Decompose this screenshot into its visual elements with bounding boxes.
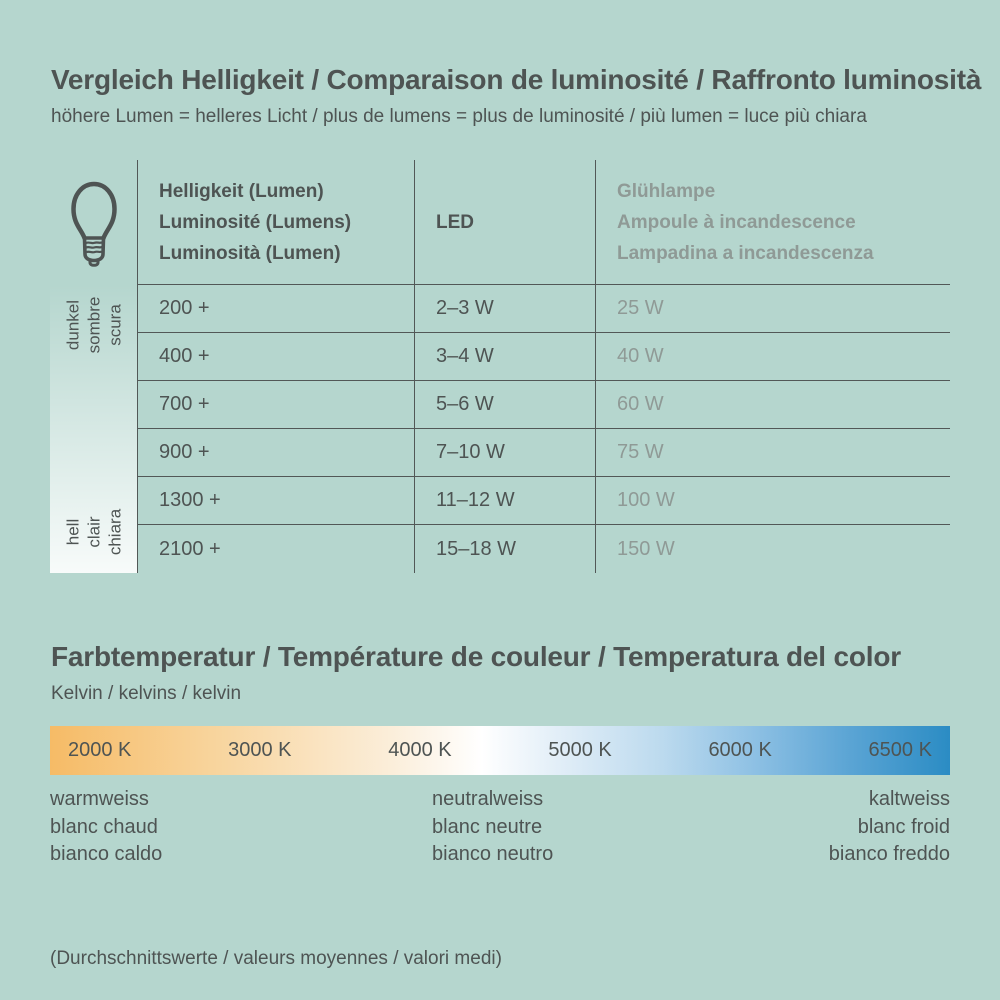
average-values-note: (Durchschnittswerte / valeurs moyennes /… (50, 948, 502, 969)
warm-white-it: bianco caldo (50, 843, 163, 865)
scale-label-dark: dunkel sombre scura (62, 297, 125, 354)
brightness-table: Helligkeit (Lumen) Luminosité (Lumens) L… (50, 160, 950, 573)
label-group-neutral-white: neutralweiss blanc neutre bianco neutro (432, 786, 553, 869)
kelvin-tick: 4000 K (388, 739, 452, 761)
table-cell-incandescent: 75 W (595, 429, 950, 477)
table-cell-led: 2–3 W (414, 285, 595, 333)
column-header-incandescent-it: Lampadina a incandescenza (617, 242, 874, 264)
warm-white-fr: blanc chaud (50, 815, 158, 838)
warm-white-de: warmweiss (50, 788, 149, 810)
kelvin-tick: 6000 K (708, 739, 772, 761)
brightness-section-title: Vergleich Helligkeit / Comparaison de lu… (51, 64, 982, 95)
cold-white-de: kaltweiss (868, 788, 950, 810)
column-header-incandescent: Glühlampe Ampoule à incandescence Lampad… (595, 160, 950, 285)
table-cell-lumen: 900 + (137, 429, 414, 477)
temperature-section-title: Farbtemperatur / Température de couleur … (51, 641, 901, 672)
table-cell-incandescent: 25 W (595, 285, 950, 333)
kelvin-tick: 2000 K (68, 739, 132, 761)
cold-white-it: bianco freddo (828, 843, 950, 865)
label-group-cold-white: kaltweiss blanc froid bianco freddo (829, 786, 950, 869)
table-cell-led: 5–6 W (414, 381, 595, 429)
scale-label-bright-de: hell (63, 518, 82, 546)
neutral-white-de: neutralweiss (432, 788, 544, 810)
table-cell-led: 3–4 W (414, 333, 595, 381)
dark-to-bright-scale-strip: dunkel sombre scura hell clair chiara (50, 285, 137, 573)
kelvin-tick: 3000 K (228, 739, 292, 761)
kelvin-tick: 5000 K (548, 739, 612, 761)
column-header-lumen-fr: Luminosité (Lumens) (159, 211, 352, 233)
column-header-led-label: LED (436, 211, 474, 233)
kelvin-scale-bar: 2000 K 3000 K 4000 K 5000 K 6000 K 6500 … (50, 726, 950, 775)
cold-white-fr: blanc froid (857, 815, 950, 838)
table-cell-lumen: 400 + (137, 333, 414, 381)
table-cell-lumen: 1300 + (137, 477, 414, 525)
table-cell-incandescent: 100 W (595, 477, 950, 525)
light-bulb-icon (70, 181, 117, 267)
neutral-white-fr: blanc neutre (432, 815, 543, 838)
column-header-led: LED (414, 160, 595, 285)
table-header-bulb-cell (50, 160, 137, 285)
column-header-lumen: Helligkeit (Lumen) Luminosité (Lumens) L… (137, 160, 414, 285)
kelvin-tick: 6500 K (868, 739, 932, 761)
scale-label-dark-fr: sombre (84, 296, 103, 354)
column-header-incandescent-fr: Ampoule à incandescence (617, 211, 856, 233)
temperature-section-subtitle: Kelvin / kelvins / kelvin (51, 683, 242, 704)
column-header-lumen-it: Luminosità (Lumen) (159, 242, 341, 264)
brightness-section-subtitle: höhere Lumen = helleres Licht / plus de … (51, 106, 867, 127)
neutral-white-it: bianco neutro (432, 843, 554, 865)
table-cell-led: 11–12 W (414, 477, 595, 525)
scale-label-bright-fr: clair (84, 516, 103, 548)
table-cell-led: 15–18 W (414, 525, 595, 573)
temperature-labels: warmweiss blanc chaud bianco caldo neutr… (50, 786, 950, 872)
label-group-warm-white: warmweiss blanc chaud bianco caldo (50, 786, 162, 869)
column-header-incandescent-de: Glühlampe (617, 180, 716, 202)
scale-label-bright-it: chiara (105, 508, 124, 556)
scale-label-dark-de: dunkel (63, 299, 82, 351)
table-cell-incandescent: 150 W (595, 525, 950, 573)
table-cell-incandescent: 40 W (595, 333, 950, 381)
table-cell-lumen: 2100 + (137, 525, 414, 573)
table-cell-lumen: 700 + (137, 381, 414, 429)
table-cell-lumen: 200 + (137, 285, 414, 333)
scale-label-bright: hell clair chiara (62, 509, 125, 555)
table-cell-led: 7–10 W (414, 429, 595, 477)
column-header-lumen-de: Helligkeit (Lumen) (159, 180, 324, 202)
table-cell-incandescent: 60 W (595, 381, 950, 429)
scale-label-dark-it: scura (105, 304, 124, 346)
